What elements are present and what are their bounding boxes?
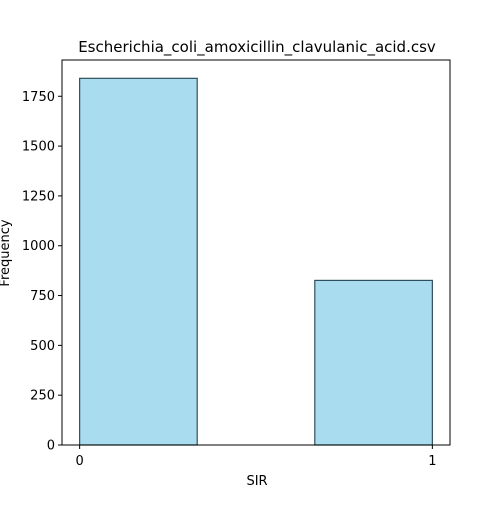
axes-group: 0 250 500 750 1000 1250 1500 1750 0 1 — [22, 59, 451, 469]
plot-frame — [61, 59, 451, 446]
y-tick-label: 750 — [30, 289, 55, 304]
y-tick-label: 1500 — [22, 140, 55, 155]
histogram-bar-2 — [314, 279, 433, 446]
bars-group — [79, 77, 433, 446]
x-tick-label: 0 — [75, 454, 83, 469]
y-tick-label: 1750 — [22, 90, 55, 105]
y-tick-label: 250 — [30, 389, 55, 404]
x-axis-label: SIR — [246, 474, 267, 489]
y-tick-label: 1000 — [22, 239, 55, 254]
x-tick-label: 1 — [428, 454, 436, 469]
chart-title: Escherichia_coli_amoxicillin_clavulanic_… — [78, 38, 436, 57]
histogram-bar-0 — [79, 77, 198, 446]
y-tick-label: 500 — [30, 339, 55, 354]
y-tick-label: 0 — [47, 439, 55, 454]
y-axis-label: Frequency — [0, 219, 13, 286]
y-tick-label: 1250 — [22, 189, 55, 204]
